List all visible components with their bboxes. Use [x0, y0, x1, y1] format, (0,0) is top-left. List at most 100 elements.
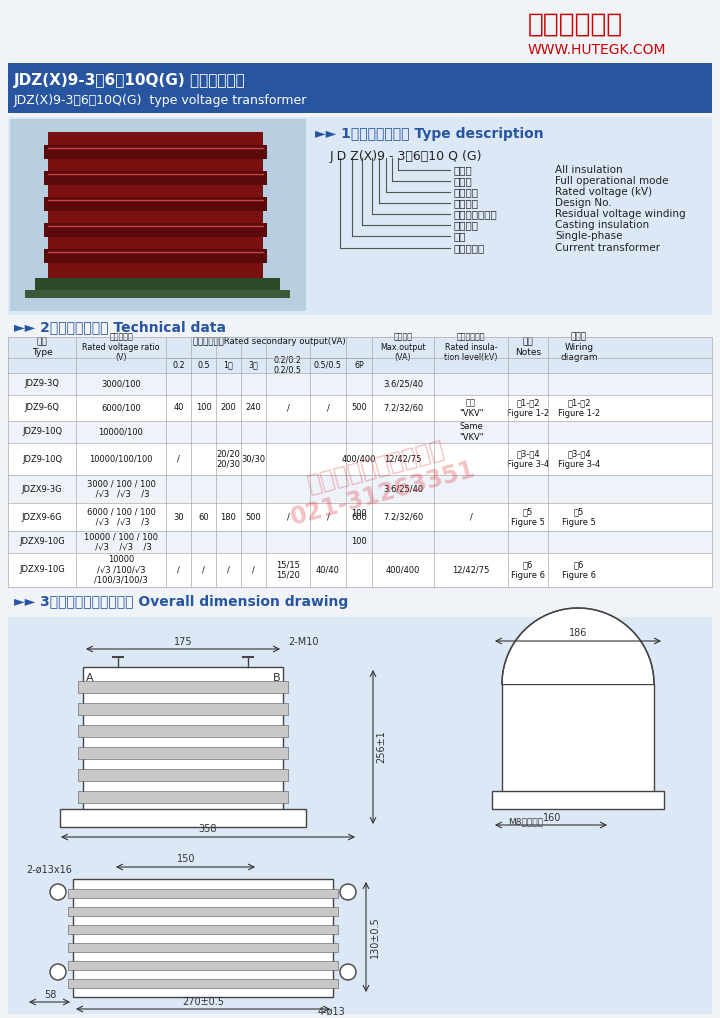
Bar	[8, 395, 712, 421]
Text: A: A	[86, 673, 94, 683]
Text: 上海互凌电气有限公司
021-31263351: 上海互凌电气有限公司 021-31263351	[282, 431, 479, 529]
Text: 3.6/25/40: 3.6/25/40	[383, 485, 423, 494]
Text: Full operational mode: Full operational mode	[555, 176, 668, 186]
Text: JDZ9-3Q: JDZ9-3Q	[24, 380, 60, 389]
Bar	[73, 879, 333, 997]
Text: Rated voltage (kV): Rated voltage (kV)	[555, 187, 652, 197]
Text: 单相: 单相	[453, 231, 466, 241]
Bar	[68, 925, 338, 934]
Text: 12/42/75: 12/42/75	[384, 454, 422, 463]
Bar	[78, 747, 288, 759]
Text: 额定二次输出Rated secondary output(VA): 额定二次输出Rated secondary output(VA)	[193, 338, 346, 346]
Bar	[502, 684, 654, 794]
Text: 6000/100: 6000/100	[101, 403, 141, 412]
Bar	[60, 809, 306, 827]
Text: 15/15
15/20: 15/15 15/20	[276, 560, 300, 579]
Bar	[68, 961, 338, 970]
Text: Current transformer: Current transformer	[555, 243, 660, 253]
Text: JDZX9-3G: JDZX9-3G	[22, 485, 63, 494]
Text: 图5
Figure 5: 图5 Figure 5	[562, 507, 596, 526]
Text: All insulation: All insulation	[555, 165, 623, 175]
Text: 全绶缘: 全绶缘	[453, 165, 472, 175]
Text: 4-ø13: 4-ø13	[318, 1007, 346, 1017]
Text: 10000/100/100: 10000/100/100	[89, 454, 153, 463]
Bar	[78, 769, 288, 781]
Text: 186: 186	[569, 628, 588, 638]
Text: 40: 40	[174, 403, 184, 412]
Text: /: /	[287, 512, 289, 521]
Text: ►► 2．　技术参数｜ Technical data: ►► 2． 技术参数｜ Technical data	[14, 320, 226, 334]
Bar	[68, 943, 338, 952]
Bar	[8, 617, 712, 1014]
Bar	[8, 373, 712, 395]
Text: /: /	[177, 566, 180, 574]
Bar	[25, 290, 290, 298]
Text: 浇注绶缘: 浇注绶缘	[453, 220, 478, 230]
Text: 358: 358	[199, 824, 217, 834]
Text: 图6
Figure 6: 图6 Figure 6	[562, 560, 596, 579]
Text: 100: 100	[196, 403, 212, 412]
Text: J D Z(X)9 - 3、6、10 Q (G): J D Z(X)9 - 3、6、10 Q (G)	[330, 150, 482, 163]
Text: 240: 240	[246, 403, 261, 412]
Text: 130±0.5: 130±0.5	[370, 916, 380, 958]
Text: JDZ9-10Q: JDZ9-10Q	[22, 454, 62, 463]
Text: 图1-图2
Figure 1-2: 图1-图2 Figure 1-2	[558, 398, 600, 417]
Bar	[8, 117, 712, 315]
Text: M8接地螺栓: M8接地螺栓	[508, 817, 543, 826]
Text: 3级: 3级	[248, 360, 258, 370]
Text: 6000 / 100 / 100
 /√3   /√3    /3: 6000 / 100 / 100 /√3 /√3 /3	[86, 507, 156, 526]
Bar	[44, 145, 267, 159]
Bar	[68, 907, 338, 916]
Text: 额定电压比
Rated voltage ratio
(V): 额定电压比 Rated voltage ratio (V)	[82, 332, 160, 362]
Text: 设计序号: 设计序号	[453, 197, 478, 208]
Bar	[8, 421, 712, 443]
Text: 500: 500	[246, 512, 261, 521]
Text: 160: 160	[543, 813, 561, 823]
Circle shape	[50, 964, 66, 980]
Bar	[35, 278, 280, 292]
Text: 2-ø13x16: 2-ø13x16	[26, 865, 72, 875]
Text: Casting insulation: Casting insulation	[555, 220, 649, 230]
Bar	[78, 703, 288, 715]
Text: 40/40: 40/40	[316, 566, 340, 574]
Text: JDZX9-10G: JDZX9-10G	[19, 566, 65, 574]
Bar	[8, 503, 712, 531]
Text: 10000
/√3 /100/√3
/100/3/100/3: 10000 /√3 /100/√3 /100/3/100/3	[94, 555, 148, 585]
Polygon shape	[502, 608, 654, 684]
Text: JDZ(X)9-3、6、10Q(G)  type voltage transformer: JDZ(X)9-3、6、10Q(G) type voltage transfor…	[14, 94, 307, 107]
Text: 备注
Notes: 备注 Notes	[515, 337, 541, 356]
Text: 额定绝缘水平
Rated insula-
tion level(kV): 额定绝缘水平 Rated insula- tion level(kV)	[444, 332, 498, 362]
Bar	[492, 791, 664, 809]
Text: 600: 600	[351, 512, 367, 521]
Text: 10000 / 100 / 100
  /√3    /√3    /3: 10000 / 100 / 100 /√3 /√3 /3	[84, 532, 158, 552]
Text: 2-M10: 2-M10	[288, 637, 318, 647]
Text: 型号
Type: 型号 Type	[32, 337, 53, 356]
Text: 电压互感器: 电压互感器	[453, 243, 485, 253]
Text: /: /	[327, 403, 330, 412]
Text: 3000/100: 3000/100	[101, 380, 141, 389]
Text: 150: 150	[176, 854, 195, 864]
Text: 175: 175	[174, 637, 192, 647]
Bar	[68, 889, 338, 898]
Circle shape	[50, 884, 66, 900]
Text: 0.2/0.2
0.2/0.5: 0.2/0.2 0.2/0.5	[274, 355, 302, 375]
Text: 图1-图2
Figure 1-2: 图1-图2 Figure 1-2	[507, 398, 549, 417]
Text: 0.5: 0.5	[197, 360, 210, 370]
Bar	[48, 132, 263, 284]
Text: 图6
Figure 6: 图6 Figure 6	[511, 560, 545, 579]
Text: 12/42/75: 12/42/75	[452, 566, 490, 574]
Text: 6P: 6P	[354, 360, 364, 370]
Text: 图3-图4
Figure 3-4: 图3-图4 Figure 3-4	[507, 449, 549, 468]
Text: B: B	[273, 673, 281, 683]
Text: Single-phase: Single-phase	[555, 231, 623, 241]
Bar	[8, 531, 712, 553]
Bar	[8, 475, 712, 503]
Bar	[8, 443, 712, 475]
Bar	[8, 63, 712, 113]
Text: 100: 100	[351, 509, 367, 518]
Text: 200: 200	[220, 403, 236, 412]
Text: 等同
"VKV": 等同 "VKV"	[459, 398, 483, 417]
Text: JDZ9-6Q: JDZ9-6Q	[24, 403, 60, 412]
Circle shape	[340, 884, 356, 900]
Text: Same
"VKV": Same "VKV"	[459, 422, 483, 442]
